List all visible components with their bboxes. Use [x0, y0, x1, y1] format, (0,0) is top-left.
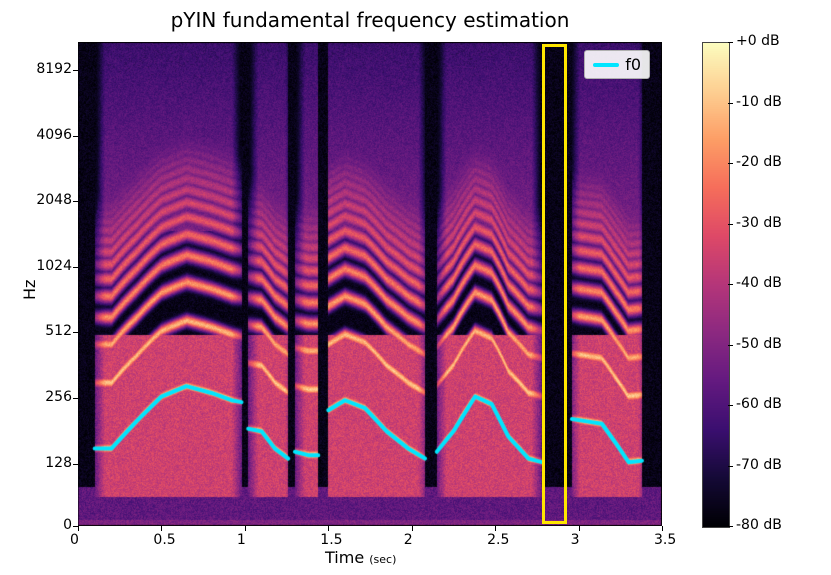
y-tick: 256	[45, 389, 72, 405]
x-tick: 3.5	[654, 532, 676, 548]
colorbar-tick: -50 dB	[736, 336, 782, 352]
x-axis-label-unit: (sec)	[369, 553, 396, 566]
y-tick: 128	[45, 455, 72, 471]
legend-swatch-f0	[593, 63, 619, 67]
y-tick: 4096	[36, 127, 72, 143]
x-tick: 2	[404, 532, 413, 548]
colorbar-tick: -10 dB	[736, 94, 782, 110]
y-tick-mark	[73, 464, 78, 465]
highlight-rectangle	[542, 44, 567, 524]
x-tick-mark	[328, 526, 329, 531]
x-tick-mark	[245, 526, 246, 531]
colorbar-tick-mark	[728, 526, 733, 527]
y-tick-mark	[73, 332, 78, 333]
colorbar-tick-mark	[728, 224, 733, 225]
y-tick: 0	[63, 517, 72, 533]
x-tick-mark	[161, 526, 162, 531]
colorbar-canvas	[703, 43, 729, 527]
x-tick: 1.5	[320, 532, 342, 548]
colorbar-tick-mark	[728, 345, 733, 346]
y-tick-mark	[73, 526, 78, 527]
x-tick-mark	[662, 526, 663, 531]
y-tick-mark	[73, 398, 78, 399]
y-axis-label: Hz	[20, 280, 39, 300]
x-tick: 0.5	[153, 532, 175, 548]
x-tick-mark	[579, 526, 580, 531]
x-tick-mark	[78, 526, 79, 531]
y-tick-mark	[73, 70, 78, 71]
x-tick-mark	[412, 526, 413, 531]
colorbar-tick-mark	[728, 42, 733, 43]
colorbar-tick: -30 dB	[736, 215, 782, 231]
colorbar-tick: +0 dB	[736, 33, 780, 49]
y-tick-mark	[73, 267, 78, 268]
x-tick: 1	[237, 532, 246, 548]
colorbar-tick: -40 dB	[736, 275, 782, 291]
colorbar-tick-mark	[728, 103, 733, 104]
x-tick: 2.5	[487, 532, 509, 548]
colorbar-tick-mark	[728, 466, 733, 467]
y-tick-mark	[73, 201, 78, 202]
legend-label-f0: f0	[625, 55, 641, 74]
colorbar-tick-mark	[728, 163, 733, 164]
y-tick: 1024	[36, 258, 72, 274]
spectrogram-canvas	[78, 42, 662, 526]
x-tick-mark	[495, 526, 496, 531]
colorbar-tick: -70 dB	[736, 457, 782, 473]
legend: f0	[584, 50, 650, 79]
x-tick: 3	[571, 532, 580, 548]
y-tick: 8192	[36, 61, 72, 77]
y-tick-mark	[73, 136, 78, 137]
chart-title: pYIN fundamental frequency estimation	[78, 8, 662, 32]
colorbar-tick: -80 dB	[736, 517, 782, 533]
colorbar-tick-mark	[728, 284, 733, 285]
y-tick: 512	[45, 323, 72, 339]
figure: pYIN fundamental frequency estimation Hz…	[0, 0, 831, 575]
x-axis-label: Time (sec)	[325, 548, 396, 567]
x-tick: 0	[70, 532, 79, 548]
colorbar-tick: -20 dB	[736, 154, 782, 170]
colorbar	[702, 42, 730, 528]
y-tick: 2048	[36, 192, 72, 208]
colorbar-tick: -60 dB	[736, 396, 782, 412]
colorbar-tick-mark	[728, 405, 733, 406]
x-axis-label-text: Time	[325, 548, 364, 567]
spectrogram-plot: f0	[78, 42, 662, 526]
